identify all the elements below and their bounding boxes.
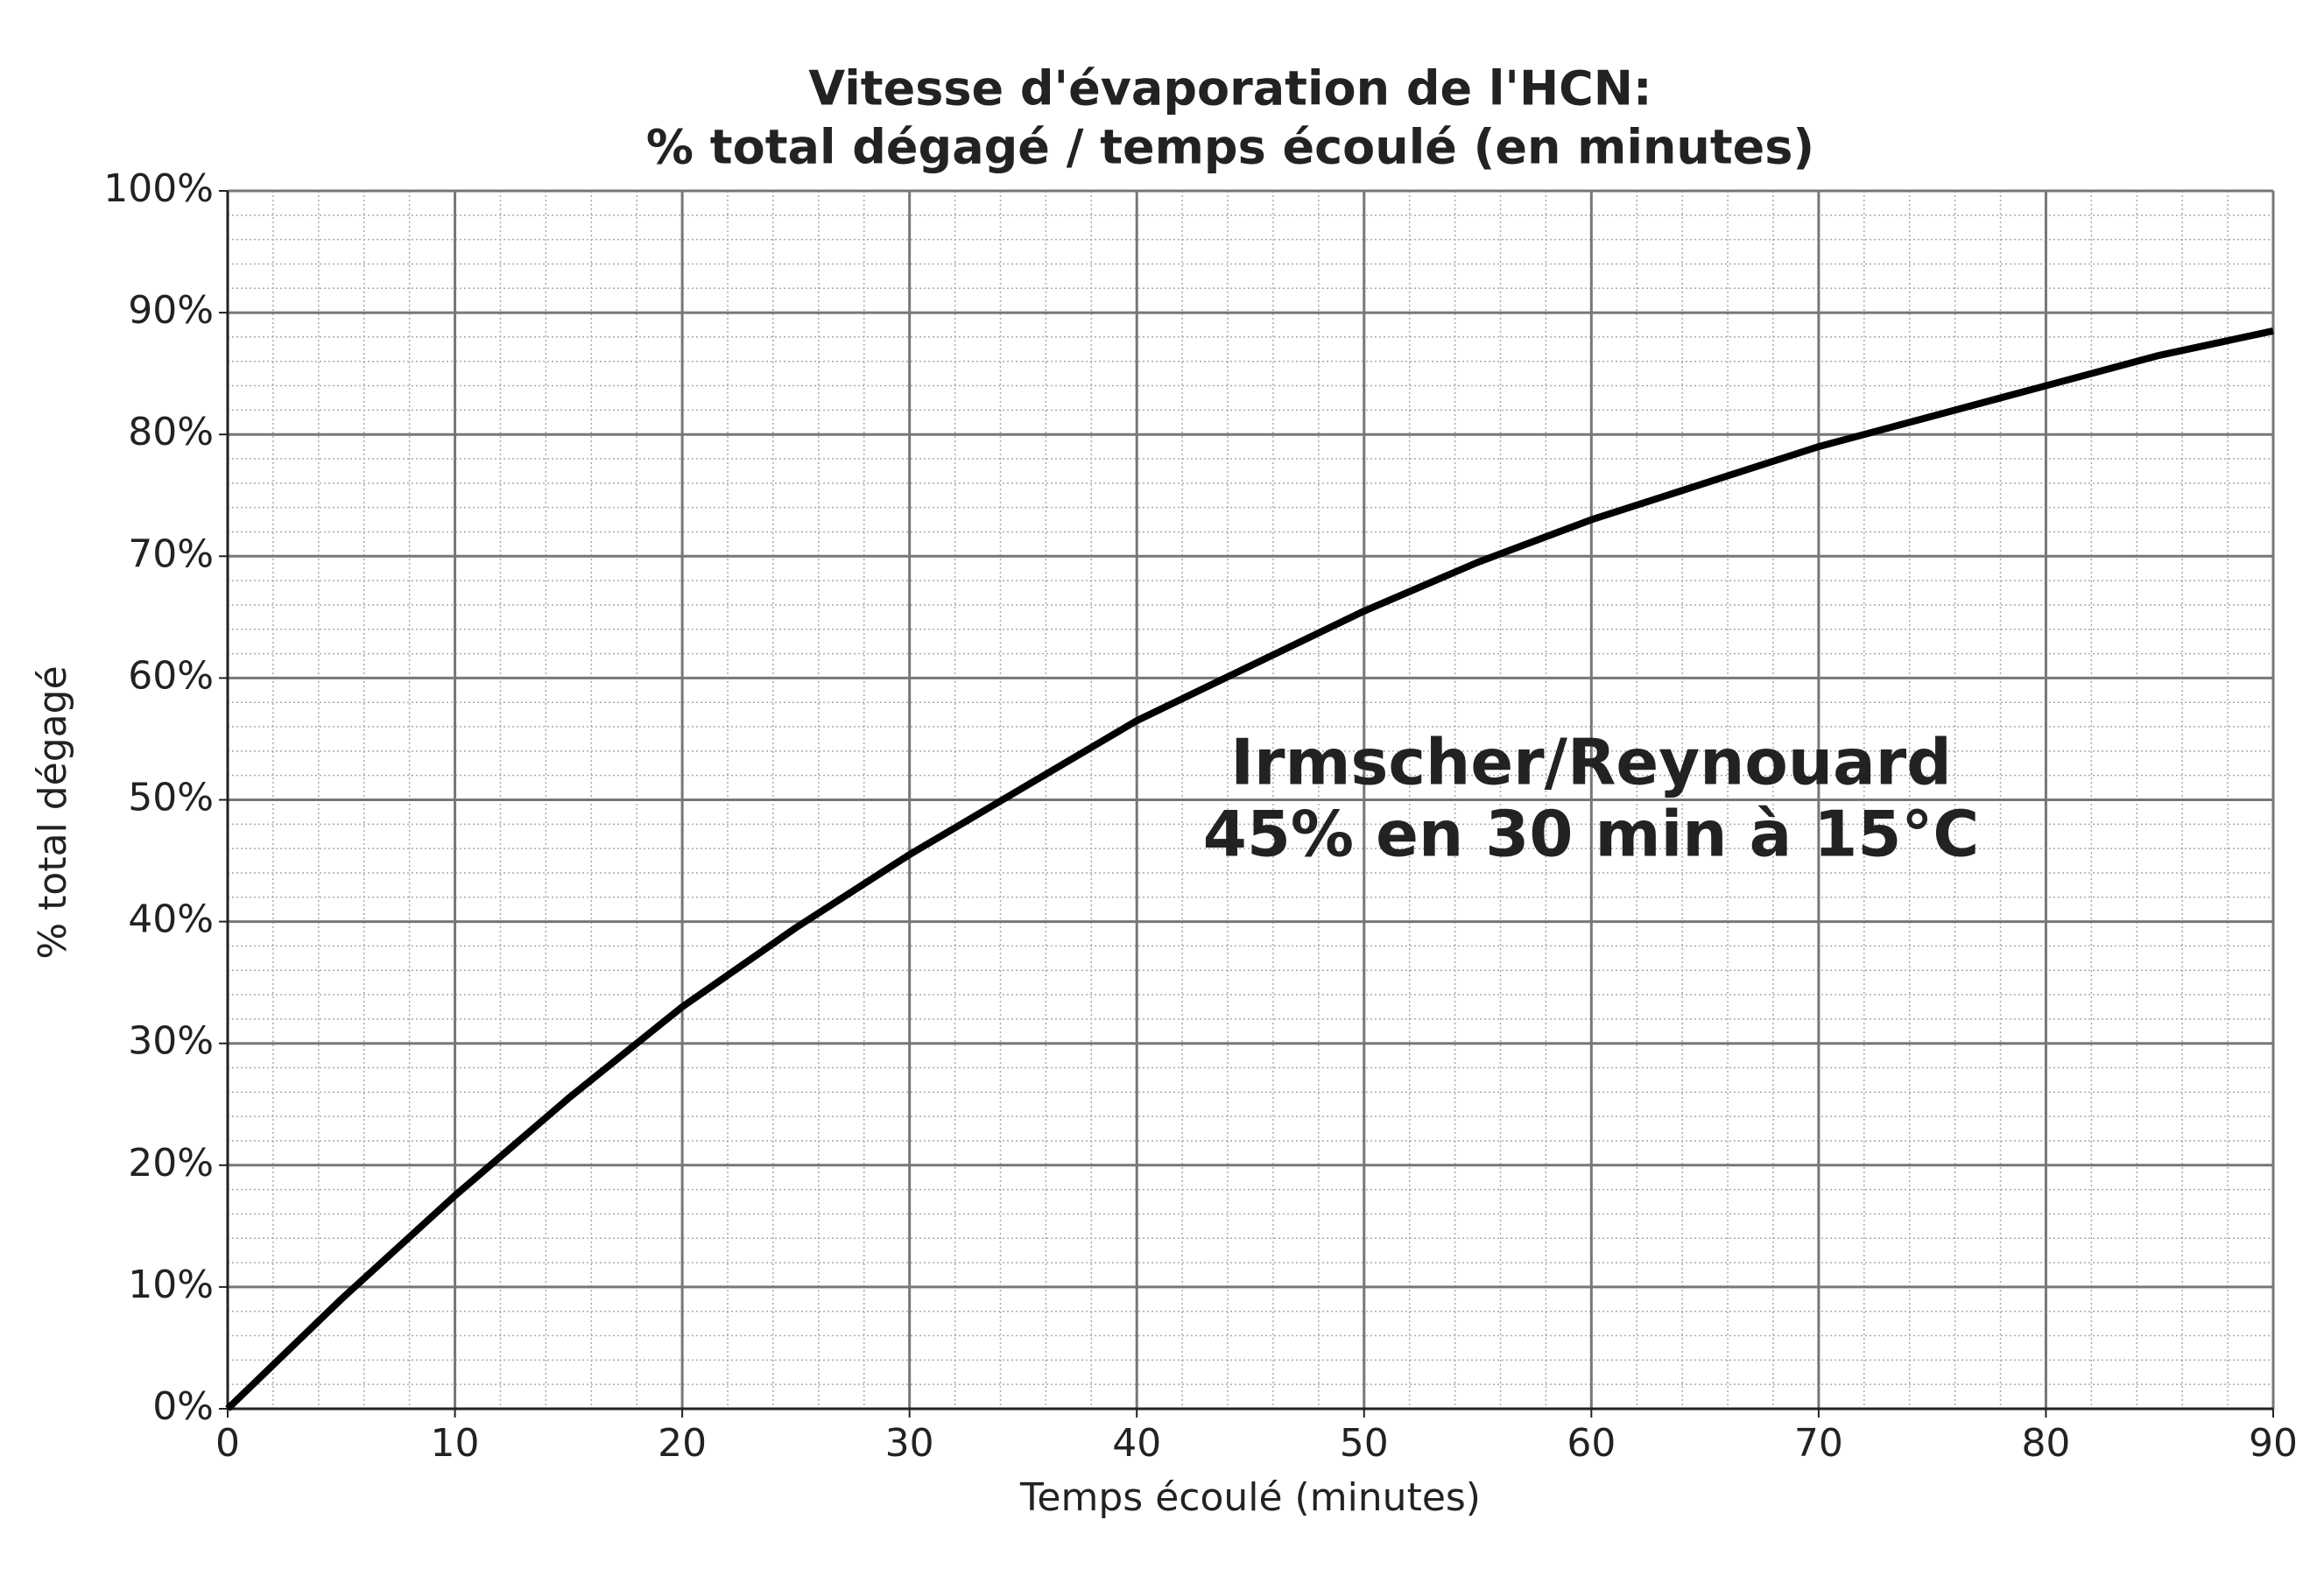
y-tick-label: 0%: [152, 1384, 214, 1429]
annotation: Irmscher/Reynouard: [1230, 726, 1952, 799]
x-tick-label: 70: [1794, 1421, 1843, 1466]
x-tick-label: 60: [1567, 1421, 1616, 1466]
line-series: [225, 327, 2274, 1411]
x-tick-label: 20: [658, 1421, 707, 1466]
x-tick-label: 10: [431, 1421, 480, 1466]
y-tick-label: 50%: [128, 776, 214, 820]
y-tick-label: 80%: [128, 410, 214, 454]
y-tick-label: 30%: [128, 1019, 214, 1064]
chart-title: Vitesse d'évaporation de l'HCN:: [808, 61, 1651, 116]
x-axis-label: Temps écoulé (minutes): [1019, 1475, 1481, 1520]
y-axis-label: % total dégagé: [31, 665, 75, 959]
y-tick-label: 60%: [128, 653, 214, 698]
x-tick-label: 50: [1340, 1421, 1389, 1466]
x-tick-label: 0: [215, 1421, 240, 1466]
x-tick-label: 30: [885, 1421, 934, 1466]
y-tick-label: 90%: [128, 288, 214, 333]
y-tick-label: 40%: [128, 897, 214, 942]
y-tick-label: 70%: [128, 531, 214, 576]
x-tick-label: 80: [2021, 1421, 2070, 1466]
y-tick-label: 20%: [128, 1141, 214, 1186]
y-tick-label: 10%: [128, 1263, 214, 1307]
annotation: 45% en 30 min à 15°C: [1203, 798, 1980, 871]
x-tick-label: 90: [2249, 1421, 2298, 1466]
y-tick-label: 100%: [103, 166, 214, 211]
x-tick-label: 40: [1112, 1421, 1161, 1466]
chart-title: % total dégagé / temps écoulé (en minute…: [646, 120, 1814, 175]
